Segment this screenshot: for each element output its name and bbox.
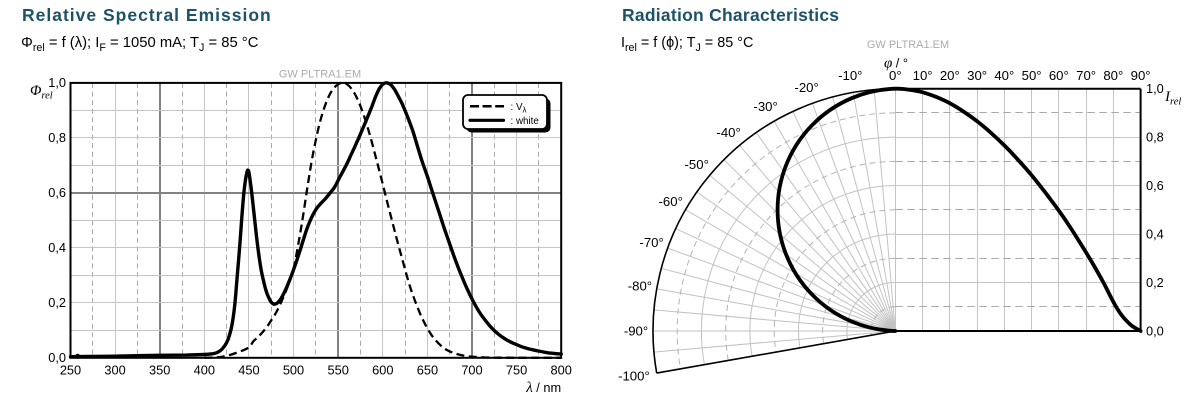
svg-text:550: 550	[328, 363, 349, 378]
svg-text:1,0: 1,0	[1146, 81, 1164, 96]
svg-text:-40°: -40°	[716, 125, 740, 140]
svg-text:-70°: -70°	[639, 235, 663, 250]
svg-text:300: 300	[104, 363, 125, 378]
svg-text:-30°: -30°	[753, 99, 777, 114]
svg-text:-100°: -100°	[618, 369, 650, 384]
svg-text:: white: : white	[511, 116, 540, 127]
svg-text:GW PLTRA1.EM: GW PLTRA1.EM	[867, 39, 949, 51]
svg-text:-10°: -10°	[838, 68, 862, 83]
svg-text:60°: 60°	[1049, 68, 1069, 83]
svg-text:90°: 90°	[1131, 68, 1151, 83]
svg-text:650: 650	[417, 363, 438, 378]
svg-text:40°: 40°	[994, 68, 1014, 83]
svg-text:350: 350	[149, 363, 170, 378]
svg-text:10°: 10°	[913, 68, 933, 83]
svg-text:0,4: 0,4	[48, 240, 66, 255]
svg-text:0,8: 0,8	[48, 130, 66, 145]
svg-text:700: 700	[461, 363, 482, 378]
svg-text:50°: 50°	[1022, 68, 1042, 83]
svg-text:0,4: 0,4	[1146, 227, 1164, 242]
svg-text:30°: 30°	[967, 68, 987, 83]
svg-text:20°: 20°	[940, 68, 960, 83]
svg-text:0°: 0°	[889, 68, 902, 83]
svg-text:Irel = f (ϕ); TJ = 85 °C: Irel = f (ϕ); TJ = 85 °C	[621, 35, 753, 54]
svg-text:λ / nm: λ / nm	[525, 380, 561, 396]
svg-text:0,2: 0,2	[48, 295, 66, 310]
svg-text:80°: 80°	[1103, 68, 1123, 83]
svg-text:-80°: -80°	[628, 279, 652, 294]
svg-text:Relative Spectral Emission: Relative Spectral Emission	[22, 5, 272, 25]
svg-text:-50°: -50°	[685, 157, 709, 172]
svg-text:0,0: 0,0	[1146, 324, 1164, 339]
svg-text:Φrel = f (λ); IF = 1050 mA; TJ: Φrel = f (λ); IF = 1050 mA; TJ = 85 °C	[21, 35, 259, 54]
svg-text:-60°: -60°	[659, 194, 683, 209]
svg-text:750: 750	[506, 363, 527, 378]
svg-text:1,0: 1,0	[48, 75, 66, 90]
svg-text:0,6: 0,6	[48, 185, 66, 200]
svg-text:0,2: 0,2	[1146, 275, 1164, 290]
svg-text:800: 800	[551, 363, 572, 378]
svg-text:70°: 70°	[1076, 68, 1096, 83]
svg-text:600: 600	[372, 363, 393, 378]
svg-text:0,6: 0,6	[1146, 178, 1164, 193]
svg-text:φ / °: φ / °	[884, 55, 908, 71]
svg-text:: Vλ: : Vλ	[511, 102, 527, 115]
svg-text:Irel: Irel	[1164, 89, 1181, 108]
svg-text:0,0: 0,0	[48, 350, 66, 365]
svg-text:0,8: 0,8	[1146, 130, 1164, 145]
svg-text:450: 450	[238, 363, 259, 378]
svg-text:400: 400	[194, 363, 215, 378]
svg-text:-90°: -90°	[624, 324, 648, 339]
svg-text:-20°: -20°	[794, 80, 818, 95]
svg-text:250: 250	[60, 363, 81, 378]
svg-text:500: 500	[283, 363, 304, 378]
svg-text:GW PLTRA1.EM: GW PLTRA1.EM	[279, 68, 361, 80]
svg-text:Radiation Characteristics: Radiation Characteristics	[622, 5, 839, 25]
